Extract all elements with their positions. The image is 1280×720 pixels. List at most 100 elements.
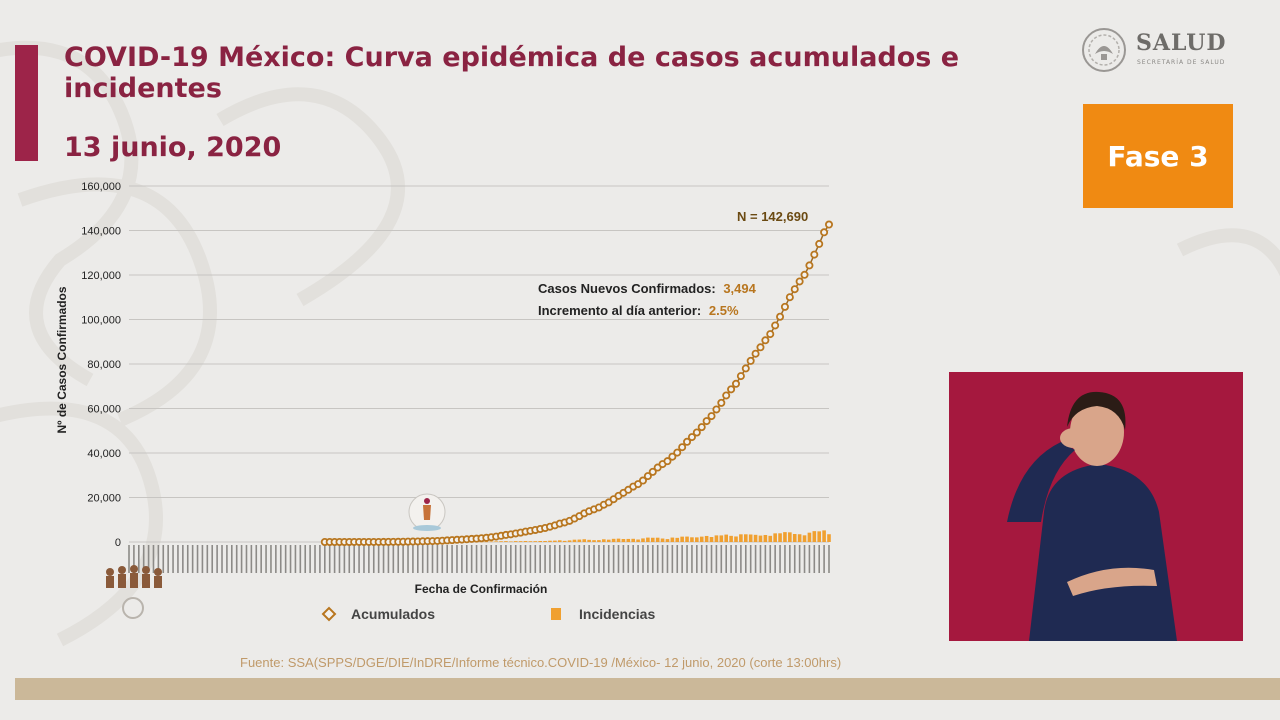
incidence-bar [631,538,635,542]
incidence-bar [611,538,616,542]
cumulative-point [800,270,809,279]
y-tick-label: 0 [115,537,121,549]
incidence-bar [758,535,763,542]
footer-band [15,678,1280,700]
legend-label-incidence: Incidencias [579,606,655,622]
incidence-bar [719,535,724,542]
eagle-seal-icon [1082,28,1126,72]
cumulative-point [712,405,721,414]
cumulative-point [697,423,706,432]
cumulative-point [678,443,687,452]
incidence-bar [557,540,562,542]
incidence-bar [621,538,626,542]
cumulative-point [785,293,794,302]
cumulative-point [643,472,652,481]
cumulative-point [702,417,711,426]
bar-marker-icon [551,608,561,620]
increment-label: Incremento al día anterior: [538,303,701,318]
y-axis-label: Nº de Casos Confirmados [55,286,69,433]
incidence-bar [665,539,670,542]
incidence-bar [553,540,557,542]
y-tick-labels: 0 20,000 40,000 60,000 80,000 100,000 120,000 1… [81,181,121,549]
cumulative-point [707,412,716,421]
incidence-bar [641,538,645,542]
x-axis-label: Fecha de Confirmación [415,582,548,596]
incidence-bar [504,541,508,542]
incidence-bar [675,537,680,542]
logo-name: SALUD [1136,30,1227,56]
new-cases-label: Casos Nuevos Confirmados: [538,281,716,296]
incidence-bar [562,540,567,542]
cumulative-point [795,277,804,286]
cumulative-point [741,364,750,373]
legend-item-cumulative: Acumulados [321,606,435,622]
legend: Acumulados Incidencias [321,606,655,622]
increment-value: 2.5% [709,303,739,318]
y-tick-label: 140,000 [81,226,121,238]
source-note: Fuente: SSA(SPPS/DGE/DIE/InDRE/Informe t… [240,655,842,670]
y-tick-label: 80,000 [87,359,121,371]
y-tick-label: 100,000 [81,315,121,327]
incidence-bar [616,538,621,542]
incidence-bar [724,534,729,542]
incidence-bar [812,531,817,542]
new-cases-annotation: Casos Nuevos Confirmados: 3,494 [538,281,757,296]
incidence-bar [660,538,665,542]
incidence-bar [739,534,743,542]
sign-language-interpreter-video [949,372,1243,641]
cumulative-point [815,239,824,248]
incidence-bar [743,534,748,542]
cumulative-point [722,391,731,400]
incidence-bar [817,531,822,542]
cumulative-point [805,261,814,270]
incidence-bar [655,537,660,542]
institution-logo [106,565,162,619]
incidence-bar [773,533,777,542]
incidence-bar [538,541,542,542]
cumulative-point [776,312,785,321]
cumulative-point [687,433,696,442]
incidence-bar [695,537,699,542]
cumulative-point [692,428,701,437]
incidence-bar [802,535,807,542]
incidence-bar [513,541,518,542]
salud-logo: SALUD SECRETARÍA DE SALUD [1080,26,1240,76]
incidence-bar [518,541,523,542]
incidence-bar [714,535,719,542]
incidence-bar [499,541,503,542]
cumulative-point [761,336,770,345]
report-date: 13 junio, 2020 [64,132,282,163]
cumulative-point [663,457,672,466]
new-cases-value: 3,494 [723,281,756,296]
cumulative-point [648,467,657,476]
cumulative-points [320,220,834,546]
y-tick-label: 160,000 [81,181,121,193]
incidence-bar [680,536,684,542]
cumulative-point [790,285,799,294]
y-tick-label: 20,000 [87,493,121,505]
incidence-bar [572,539,577,542]
title-accent-bar [15,45,38,161]
background-pattern [0,40,1280,647]
epidemic-curve-chart: 0 20,000 40,000 60,000 80,000 100,000 120,000 1… [55,181,834,622]
incidence-bar [577,539,582,542]
incidence-bar [778,533,782,542]
incidence-bar [783,532,787,542]
incidence-bar [690,537,694,542]
incidence-bar [807,532,812,542]
incidence-bar [489,541,494,543]
y-tick-label: 40,000 [87,448,121,460]
cumulative-point [673,448,682,457]
incidence-bar [792,534,797,542]
incidence-bar [797,534,802,542]
incidence-bar [699,536,704,542]
cumulative-point [727,385,736,394]
incidence-bar [597,540,601,542]
y-tick-label: 120,000 [81,270,121,282]
incidence-bar [543,540,547,542]
cumulative-point [751,349,760,358]
legend-item-incidence: Incidencias [551,606,655,622]
incidence-bar [509,541,513,543]
cumulative-point [766,330,775,339]
incidence-bar [827,534,831,542]
